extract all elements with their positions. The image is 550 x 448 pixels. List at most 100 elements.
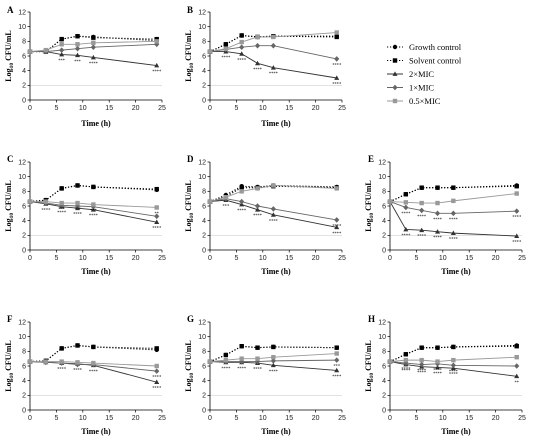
panel-d-series-1xmic-point <box>239 198 245 205</box>
panel-c: C 0 2 4 6 8 10 12 0 5 10 15 20 25 Time (h) Log10 CFU/mL… <box>4 154 166 276</box>
panel-d-series-0-5xmic-point <box>223 195 229 200</box>
panel-c-significance-label: *** <box>90 208 98 214</box>
panel-h-series-1xmic-point <box>419 361 425 368</box>
panel-f-series-1xmic-line <box>29 361 157 372</box>
panel-e-significance-label: **** <box>417 234 427 240</box>
panel-a-y-axis-label: Log10 CFU/mL <box>4 30 15 82</box>
panel-g-x-tick-label: 15 <box>285 415 293 422</box>
panel-h-significance-label: **** <box>449 372 459 378</box>
panel-f-y-tick-label: 8 <box>22 349 26 356</box>
panel-c-x-tick-label: 15 <box>105 255 113 262</box>
panel-a-y-tick-label: 8 <box>22 39 26 46</box>
panel-d-series-2xmic-point <box>334 224 340 230</box>
panel-b-series-1xmic-point <box>239 44 245 50</box>
panel-e-significance-label: **** <box>512 240 522 246</box>
legend-label-1xmic: 1×MIC <box>409 83 434 93</box>
panel-f-x-tick-label: 0 <box>28 415 32 422</box>
panel-e-series-solvent-control-point <box>403 192 409 197</box>
panel-d-series-2xmic-point <box>270 212 276 217</box>
panel-d-series-1xmic-line <box>209 198 337 221</box>
panel-e: E 0 2 4 6 8 10 12 0 5 10 15 20 25 Time (h) Log10 CFU/mL… <box>364 154 526 276</box>
panel-b-y-tick-label: 0 <box>202 97 206 104</box>
panel-b-y-axis-label: Log10 CFU/mL <box>184 30 195 82</box>
panel-h-series-1xmic-point <box>403 360 409 366</box>
panel-b-x-tick-label: 10 <box>259 105 267 112</box>
panel-h-x-tick-label: 5 <box>414 415 418 422</box>
panel-e-series-1xmic-point <box>419 207 425 214</box>
panel-b-series-0-5xmic-point <box>207 49 213 54</box>
panel-e-letter: E <box>368 154 374 164</box>
panel-b-x-tick-label: 25 <box>338 105 346 112</box>
panel-d-x-axis-label: Time (h) <box>261 267 291 276</box>
panel-c-significance-label: **** <box>73 212 83 218</box>
panel-d-y-tick-label: 4 <box>202 218 206 225</box>
panel-d-y-axis-label: Log10 CFU/mL <box>184 180 195 232</box>
panel-a-series-1xmic-point <box>90 44 96 50</box>
panel-e-significance-label: **** <box>417 214 427 220</box>
panel-e-series-solvent-control-point <box>514 184 519 189</box>
panel-c-series-0-5xmic-line <box>30 201 157 208</box>
panel-b-y-tick-label: 6 <box>202 53 206 60</box>
panel-h-series-0-5xmic <box>387 355 519 364</box>
panel-e-series-2xmic-point <box>419 227 425 233</box>
panel-g-significance-label: **** <box>269 369 279 375</box>
panel-f-series-solvent-control-point <box>91 344 96 350</box>
panel-e-series-2xmic-point <box>514 233 520 238</box>
panel-e-significance-label: **** <box>512 215 522 221</box>
panel-c-series-0-5xmic-point <box>27 199 33 204</box>
legend-marker-growth-control <box>392 44 398 50</box>
panel-f-y-tick-label: 0 <box>22 407 26 414</box>
panel-e-significance-label: **** <box>401 211 411 217</box>
panel-b-series-solvent-control-point <box>334 34 339 40</box>
panel-b-series-1xmic-line <box>209 45 337 60</box>
panel-d-series-0-5xmic-point <box>334 186 339 191</box>
panel-d-y-tick-label: 2 <box>202 233 206 240</box>
panel-f-y-tick-label: 6 <box>22 363 26 370</box>
panel-g-series-2xmic-point <box>270 362 276 368</box>
panel-g-series-1xmic-point <box>270 358 276 364</box>
panel-h-series-2xmic-point <box>514 373 520 379</box>
panel-f-y-axis-label: Log10 CFU/mL <box>4 340 15 392</box>
legend-label-0-5xmic: 0.5×MIC <box>409 96 441 106</box>
panel-h-x-tick-label: 15 <box>465 415 473 422</box>
panel-e-series-2xmic-line <box>389 201 517 237</box>
panel-d-series-solvent-control-line <box>209 185 337 203</box>
panel-c-x-tick-label: 25 <box>158 255 166 262</box>
panel-f-series-solvent-control-point <box>59 346 64 351</box>
panel-f: F 0 2 4 6 8 10 12 0 5 10 15 20 25 Time (h) Log10 CFU/mL… <box>4 314 166 436</box>
panel-c-x-tick-label: 10 <box>79 255 87 262</box>
panel-g-y-tick-label: 12 <box>198 319 206 326</box>
panel-e-x-tick-label: 25 <box>518 255 526 262</box>
panel-d-series-0-5xmic <box>207 183 339 204</box>
panel-a: A 0 2 4 6 8 10 12 0 5 10 15 20 25 Time (h) Log10 CFU/mL… <box>4 5 166 128</box>
panel-b-y-tick-label: 2 <box>202 83 206 90</box>
panel-e-series-0-5xmic <box>387 191 519 206</box>
panel-f-series-solvent-control-point <box>154 346 159 351</box>
panel-d: D 0 2 4 6 8 10 12 0 5 10 15 20 25 Time (h) Log10 CFU/mL… <box>184 154 346 276</box>
panel-g-x-tick-label: 10 <box>259 415 267 422</box>
panel-g-series-1xmic-line <box>210 359 337 363</box>
panel-a-series-2xmic-point <box>59 51 65 57</box>
panel-g-significance-label: **** <box>221 366 231 372</box>
panel-f-series-0-5xmic-point <box>59 359 64 364</box>
panel-g-series-2xmic-point <box>334 367 340 373</box>
panel-b-series-0-5xmic <box>207 30 339 54</box>
panel-d-series-2xmic-point <box>255 207 261 212</box>
panel-g-series-0-5xmic-point <box>255 356 260 361</box>
panel-f-x-tick-label: 15 <box>105 415 113 422</box>
panel-d-significance-label: **** <box>269 218 279 224</box>
panel-d-significance-label: **** <box>332 231 342 237</box>
panel-f-significance-label: **** <box>89 369 99 375</box>
panel-h-significance-label: **** <box>433 371 443 377</box>
panel-f-x-tick-label: 10 <box>79 415 87 422</box>
panel-h: H 0 2 4 6 8 10 12 0 5 10 15 20 25 Time (h) Log10 CFU/mL… <box>364 314 526 436</box>
panel-d-series-0-5xmic-line <box>209 185 337 203</box>
legend-label-2xmic: 2×MIC <box>409 69 434 79</box>
panel-c-x-tick-label: 0 <box>28 255 32 262</box>
panel-a-significance-label: **** <box>152 69 162 75</box>
panel-c-y-tick-label: 12 <box>18 159 26 166</box>
panel-f-y-tick-label: 12 <box>18 319 26 326</box>
panel-d-x-tick-label: 20 <box>312 255 320 262</box>
panel-a-y-tick-label: 4 <box>22 68 26 75</box>
